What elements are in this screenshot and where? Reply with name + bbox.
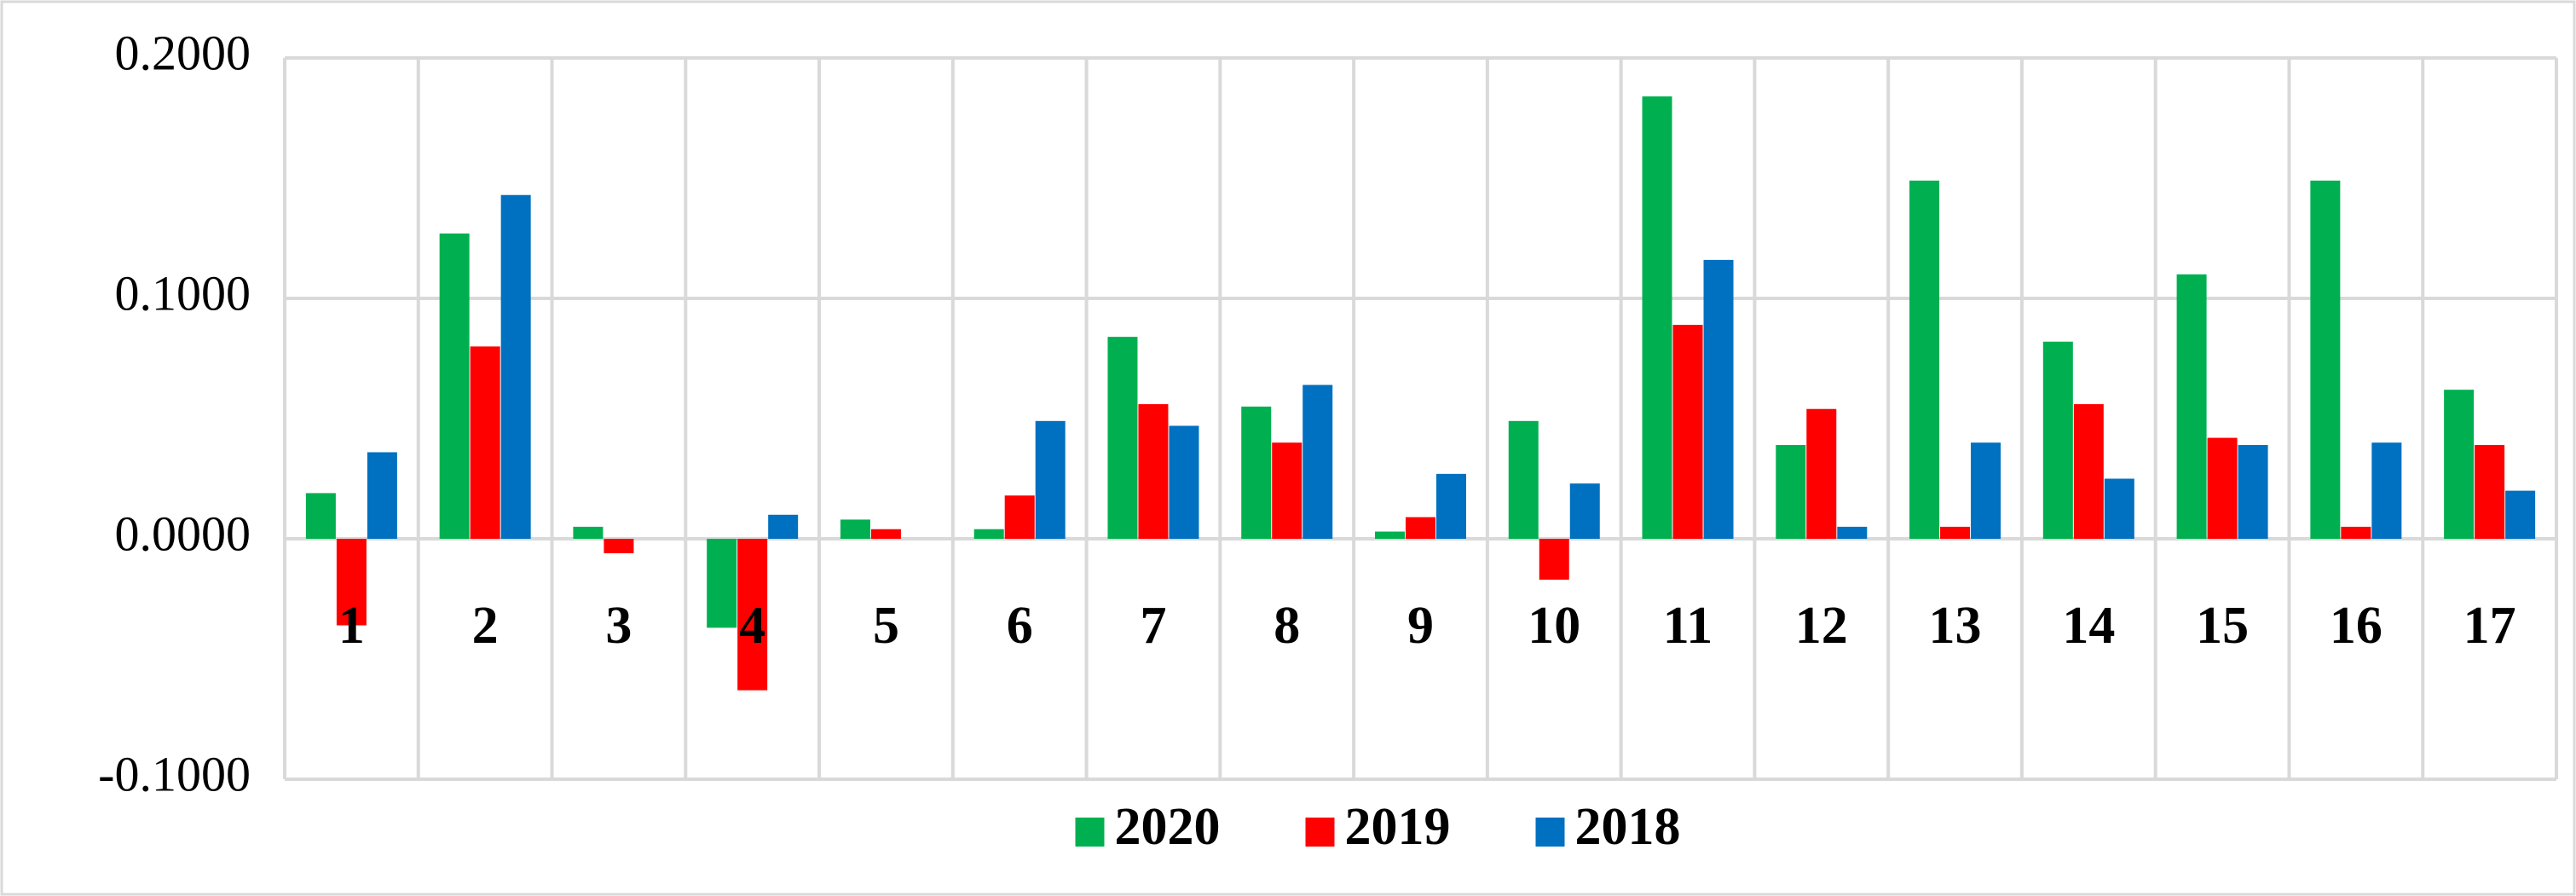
bar bbox=[1169, 425, 1199, 539]
bar bbox=[870, 529, 901, 539]
y-tick-label: 0.0000 bbox=[115, 506, 251, 561]
bar bbox=[305, 493, 336, 539]
bar bbox=[2042, 341, 2073, 539]
bar bbox=[1004, 495, 1035, 539]
bar bbox=[470, 346, 500, 539]
x-tick-label: 2 bbox=[472, 597, 499, 655]
x-tick-label: 8 bbox=[1274, 597, 1300, 655]
bar bbox=[1672, 325, 1703, 539]
x-tick-label: 15 bbox=[2196, 597, 2249, 655]
bar bbox=[707, 539, 737, 628]
x-tick-label: 17 bbox=[2463, 597, 2516, 655]
bar bbox=[2444, 390, 2475, 539]
bar bbox=[2104, 478, 2134, 539]
x-tick-label: 5 bbox=[873, 597, 899, 655]
bar bbox=[1138, 404, 1169, 539]
bar bbox=[573, 526, 604, 539]
bar bbox=[1302, 384, 1333, 539]
bar bbox=[2341, 526, 2371, 539]
legend-swatch bbox=[1075, 818, 1105, 847]
bar bbox=[367, 452, 397, 539]
bar bbox=[2505, 490, 2536, 539]
bar bbox=[1406, 517, 1435, 539]
bar bbox=[1909, 180, 1940, 539]
legend-label: 2020 bbox=[1115, 798, 1221, 856]
bar bbox=[2475, 445, 2505, 539]
bar bbox=[737, 539, 768, 691]
bar bbox=[2238, 445, 2268, 539]
bar bbox=[1642, 96, 1672, 540]
legend-label: 2018 bbox=[1575, 798, 1681, 856]
x-tick-label: 6 bbox=[1007, 597, 1033, 655]
bar bbox=[1703, 259, 1734, 539]
bar bbox=[1272, 442, 1302, 539]
bar bbox=[1375, 531, 1405, 539]
bar bbox=[1806, 408, 1837, 539]
bar bbox=[973, 529, 1004, 539]
x-tick-label: 10 bbox=[1528, 597, 1580, 655]
y-tick-label: 0.2000 bbox=[115, 25, 251, 80]
legend-label: 2019 bbox=[1345, 798, 1451, 856]
x-tick-label: 9 bbox=[1407, 597, 1434, 655]
bar bbox=[840, 519, 870, 539]
bar bbox=[768, 514, 799, 539]
x-tick-label: 7 bbox=[1140, 597, 1166, 655]
x-tick-label: 14 bbox=[2062, 597, 2115, 655]
y-tick-label: 0.1000 bbox=[115, 265, 251, 321]
bar bbox=[2073, 404, 2104, 539]
bar bbox=[1436, 473, 1466, 539]
y-tick-label: -0.1000 bbox=[98, 746, 251, 801]
bar bbox=[1971, 442, 2001, 539]
bar bbox=[2310, 180, 2341, 539]
bar bbox=[604, 539, 634, 553]
bar bbox=[2371, 442, 2402, 539]
x-tick-label: 16 bbox=[2330, 597, 2383, 655]
x-tick-label: 3 bbox=[605, 597, 632, 655]
bar bbox=[1569, 483, 1600, 539]
x-tick-label: 13 bbox=[1929, 597, 1982, 655]
bar bbox=[1107, 337, 1138, 539]
legend-swatch bbox=[1535, 818, 1565, 847]
x-tick-label: 12 bbox=[1795, 597, 1848, 655]
bar bbox=[336, 539, 367, 626]
x-tick-label: 1 bbox=[338, 597, 365, 655]
x-tick-label: 4 bbox=[739, 597, 765, 655]
bar bbox=[1539, 539, 1569, 580]
bar bbox=[1508, 420, 1539, 539]
bar bbox=[1837, 526, 1868, 539]
bar bbox=[1035, 420, 1066, 539]
legend-swatch bbox=[1305, 818, 1335, 847]
bar bbox=[500, 194, 531, 540]
bar bbox=[439, 233, 470, 539]
bar bbox=[1776, 445, 1806, 539]
bar bbox=[1940, 526, 1971, 539]
bar bbox=[2207, 437, 2238, 539]
x-tick-label: 11 bbox=[1663, 597, 1713, 655]
bar bbox=[2176, 274, 2207, 539]
bar bbox=[1241, 406, 1272, 539]
